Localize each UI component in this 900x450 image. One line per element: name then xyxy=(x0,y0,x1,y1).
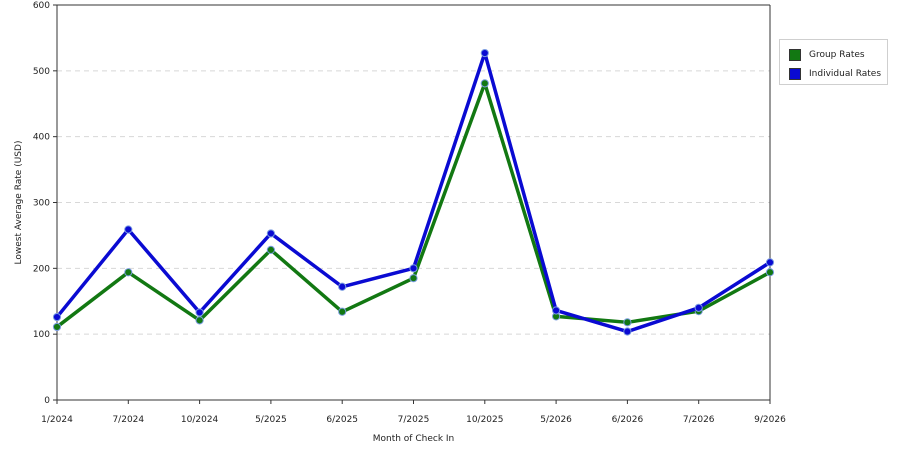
x-tick-label: 7/2024 xyxy=(112,415,144,425)
x-tick-label: 10/2025 xyxy=(466,415,503,425)
x-tick-label: 1/2024 xyxy=(41,415,73,425)
x-tick-label: 7/2025 xyxy=(398,415,430,425)
y-tick-label: 400 xyxy=(33,133,50,143)
data-point-group-rates xyxy=(623,318,632,327)
data-point-group-rates xyxy=(409,274,418,283)
data-point-individual-rates xyxy=(195,308,204,317)
data-point-individual-rates xyxy=(765,258,775,267)
data-point-group-rates xyxy=(338,307,347,316)
legend-swatch-individual-rates xyxy=(789,68,801,80)
data-point-group-rates xyxy=(480,79,489,88)
y-tick-label: 0 xyxy=(44,396,50,406)
y-tick-label: 100 xyxy=(33,330,50,340)
data-point-group-rates xyxy=(195,316,204,325)
data-point-group-rates xyxy=(124,268,133,277)
x-tick-label: 6/2026 xyxy=(612,415,644,425)
series-line-group-rates xyxy=(55,81,772,329)
data-point-individual-rates xyxy=(124,225,133,234)
legend-item-individual-rates: Individual Rates xyxy=(789,67,881,81)
series-line-individual-rates xyxy=(55,51,772,334)
x-tick-label: 5/2025 xyxy=(255,415,287,425)
data-point-individual-rates xyxy=(52,312,62,322)
data-point-group-rates xyxy=(266,245,275,254)
x-axis-title: Month of Check In xyxy=(373,434,455,444)
x-tick-label: 5/2026 xyxy=(540,415,572,425)
y-tick-label: 500 xyxy=(33,67,50,77)
legend-swatch-group-rates xyxy=(789,49,801,61)
data-point-individual-rates xyxy=(266,229,275,238)
data-point-individual-rates xyxy=(480,48,489,58)
y-tick-label: 300 xyxy=(33,199,50,209)
data-point-group-rates xyxy=(765,268,775,277)
data-point-individual-rates xyxy=(623,327,632,336)
legend: Group Rates Individual Rates xyxy=(779,39,888,85)
y-tick-label: 600 xyxy=(33,1,50,11)
data-point-group-rates xyxy=(52,322,62,332)
data-point-individual-rates xyxy=(338,282,347,291)
x-tick-label: 7/2026 xyxy=(683,415,715,425)
data-point-individual-rates xyxy=(552,306,561,315)
legend-label-group-rates: Group Rates xyxy=(809,50,865,60)
y-tick-label: 200 xyxy=(33,264,50,274)
legend-label-individual-rates: Individual Rates xyxy=(809,69,882,79)
x-tick-label: 10/2024 xyxy=(181,415,219,425)
data-point-individual-rates xyxy=(409,264,418,273)
y-axis-title: Lowest Average Rate (USD) xyxy=(14,141,24,265)
x-tick-label: 9/2026 xyxy=(754,415,786,425)
legend-item-group-rates: Group Rates xyxy=(789,48,865,62)
x-tick-label: 6/2025 xyxy=(326,415,358,425)
data-point-individual-rates xyxy=(694,303,703,312)
